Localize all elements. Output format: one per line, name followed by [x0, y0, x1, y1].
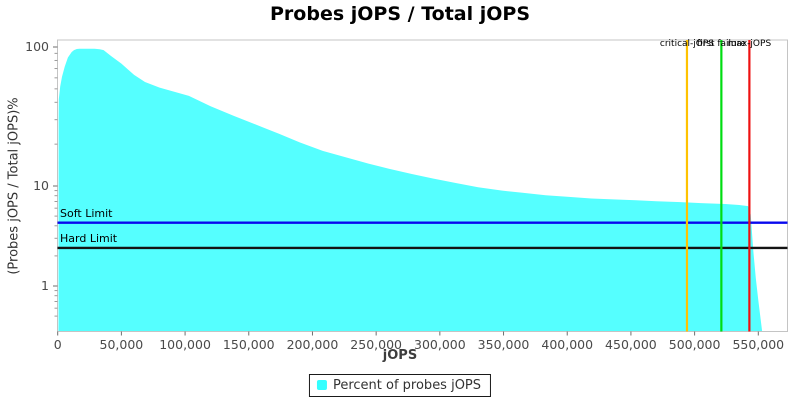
x-tick-label: 450,000 — [605, 337, 657, 352]
x-tick-label: 400,000 — [541, 337, 594, 352]
marker-label-critical-jOPS: critical-jOPS — [659, 39, 715, 49]
y-tick-label: 100 — [25, 39, 49, 54]
y-tick-label: 1 — [41, 278, 49, 293]
marker-label-max-jOPS: max-jOPS — [727, 39, 772, 49]
chart-title: Probes jOPS / Total jOPS — [270, 3, 530, 25]
x-tick-label: 250,000 — [350, 337, 402, 352]
x-tick-label: 100,000 — [159, 337, 211, 352]
y-tick-label: 10 — [33, 178, 49, 193]
x-tick-label: 350,000 — [477, 337, 530, 352]
x-tick-label: 150,000 — [222, 337, 275, 352]
x-tick-label: 50,000 — [99, 337, 144, 352]
x-tick-label: 0 — [53, 337, 62, 352]
limit-label-Hard-Limit: Hard Limit — [60, 231, 118, 245]
marker-label-first-failure: first failure — [696, 39, 746, 49]
x-tick-label: 500,000 — [668, 337, 721, 352]
legend-series-label: Percent of probes jOPS — [332, 377, 482, 393]
x-axis-title: jOPS — [382, 348, 418, 363]
series-area-percent-of-probes-jops — [58, 48, 763, 331]
legend-series-swatch — [316, 380, 327, 390]
legend: Percent of probes jOPS — [308, 374, 492, 397]
limit-label-Soft-Limit: Soft Limit — [60, 206, 113, 220]
x-tick-label: 200,000 — [286, 337, 339, 352]
x-tick-label: 550,000 — [732, 337, 785, 352]
x-tick-label: 300,000 — [413, 337, 466, 352]
